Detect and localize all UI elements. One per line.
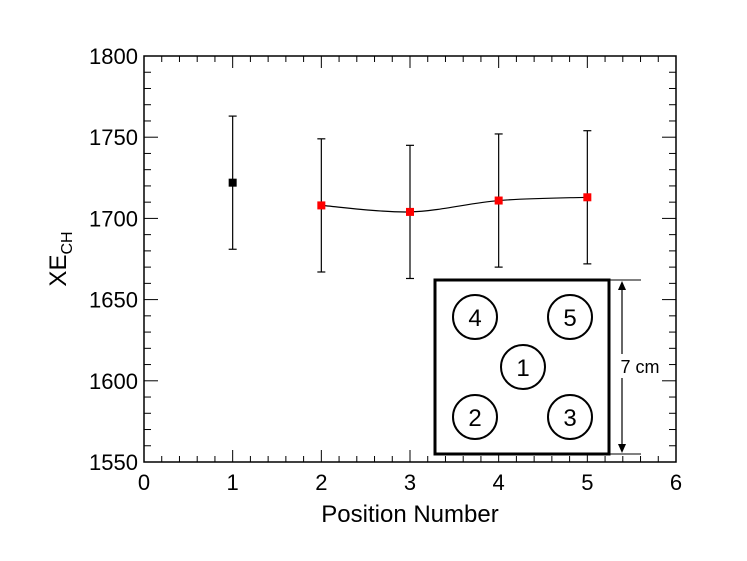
dimension-arrow-head-bottom	[618, 444, 626, 453]
data-point	[406, 207, 414, 216]
x-tick-label: 0	[138, 470, 150, 495]
data-point	[583, 193, 592, 202]
data-series	[228, 115, 237, 250]
inset-position-label-3: 3	[563, 405, 576, 432]
y-axis-title-main: XE	[45, 255, 72, 287]
inset-position-circle-1	[500, 344, 546, 390]
y-tick-label: 1700	[89, 206, 138, 231]
inset-position-label-2: 2	[468, 405, 481, 432]
x-axis-title: Position Number	[321, 501, 498, 528]
y-tick-label: 1750	[89, 125, 138, 150]
x-tick-label: 5	[581, 470, 593, 495]
inset-position-label-1: 1	[516, 355, 529, 382]
y-tick-label: 1600	[89, 369, 138, 394]
dimension-label-bg	[612, 354, 668, 378]
inset-position-circle-5	[547, 294, 593, 340]
inset-position-label-5: 5	[563, 305, 576, 332]
inset-position-circle-4	[452, 294, 498, 340]
data-point	[317, 201, 326, 210]
data-series	[317, 130, 592, 280]
series-curve	[321, 196, 588, 213]
dimension-label: 7 cm	[620, 357, 659, 377]
y-axis-title: XECH	[45, 231, 76, 286]
y-axis-tick-labels: 1550 1600 1650 1700 1750 1800	[89, 44, 138, 475]
y-axis-ticks	[144, 55, 676, 463]
x-axis-tick-labels: 0 1 2 3 4 5 6	[138, 470, 682, 495]
inset-position-circle-2	[452, 394, 498, 440]
x-tick-label: 1	[227, 470, 239, 495]
data-point	[228, 178, 237, 187]
y-axis-title-subscript: CH	[59, 231, 76, 254]
x-tick-label: 3	[404, 470, 416, 495]
x-tick-label: 6	[670, 470, 682, 495]
data-point	[494, 196, 503, 205]
inset-box	[433, 278, 611, 456]
x-axis-ticks	[143, 56, 677, 462]
y-tick-label: 1650	[89, 288, 138, 313]
inset-diagram: 4 5 1 2 3 7 cm	[433, 278, 668, 456]
series-layer	[228, 115, 592, 280]
inset-position-circle-3	[547, 394, 593, 440]
y-tick-label: 1800	[89, 44, 138, 69]
x-tick-label: 2	[315, 470, 327, 495]
x-tick-label: 4	[493, 470, 505, 495]
inset-position-label-4: 4	[468, 305, 481, 332]
y-tick-label: 1550	[89, 450, 138, 475]
dimension-arrow-head-top	[618, 281, 626, 290]
